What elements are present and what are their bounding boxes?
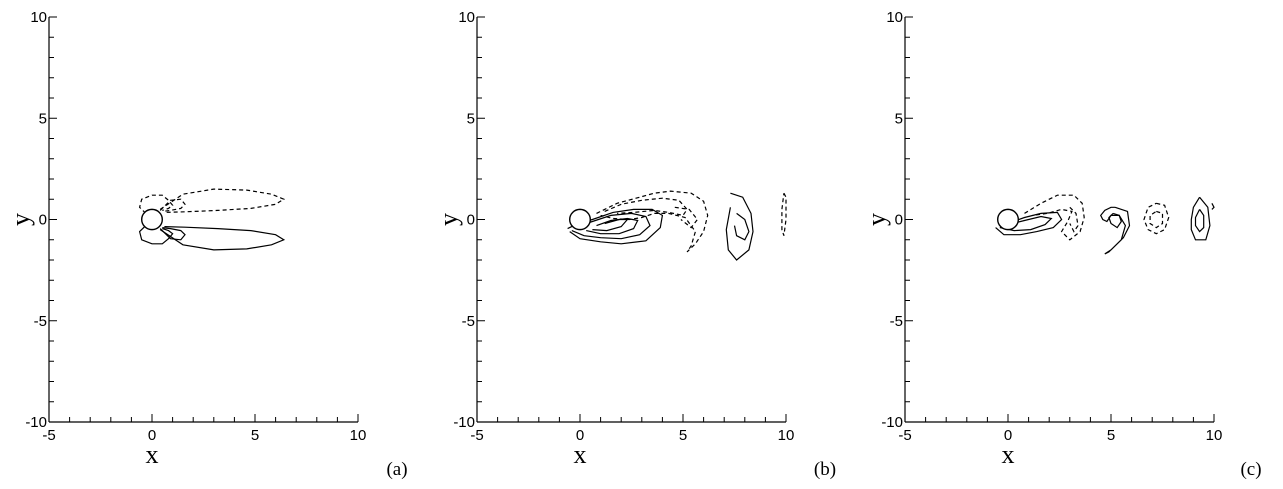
positive-contour-line — [1194, 209, 1205, 233]
x-axis-title: x — [1002, 440, 1015, 469]
x-tick-label: 5 — [1107, 427, 1115, 444]
negative-contour-line — [604, 197, 688, 217]
positive-contour-line — [1190, 196, 1211, 241]
y-tick-label: -5 — [890, 313, 903, 330]
x-axis-title: x — [574, 440, 587, 469]
x-tick-label: 0 — [148, 427, 156, 444]
positive-contour-line — [725, 192, 754, 261]
positive-contour-line — [567, 208, 664, 245]
y-tick-label: -10 — [25, 414, 47, 431]
positive-contour-line — [1108, 212, 1122, 229]
x-tick-label: 0 — [1004, 427, 1012, 444]
y-tick-label: 10 — [30, 9, 47, 26]
y-axis-title: y — [434, 213, 463, 226]
x-tick-label: 10 — [1206, 427, 1223, 444]
positive-contour-line — [995, 211, 1063, 236]
negative-contour-line — [1149, 210, 1164, 229]
negative-contour-line — [1069, 206, 1079, 233]
negative-contour-line — [138, 194, 174, 214]
y-tick-label: 0 — [467, 212, 475, 229]
chart-panel-c: -5 0 5 10 -10 -5 0 5 10 x y (c) — [856, 0, 1283, 489]
y-tick-label: -10 — [453, 414, 475, 431]
positive-contour-line — [159, 226, 286, 251]
positive-contour-line — [1211, 203, 1215, 210]
panel-label: (b) — [814, 459, 836, 480]
positive-contour-line — [999, 215, 1053, 232]
y-tick-label: 5 — [39, 110, 47, 127]
y-tick-label: 5 — [467, 110, 475, 127]
y-tick-label: 0 — [39, 212, 47, 229]
negative-contour-line — [781, 192, 787, 236]
negative-contour-line — [1143, 202, 1170, 235]
chart-panel-a: -5 0 5 10 -10 -5 0 5 10 x y (a) — [0, 0, 428, 489]
negative-contour-line — [674, 206, 699, 229]
y-tick-label: -10 — [881, 414, 903, 431]
x-tick-label: 0 — [576, 427, 584, 444]
positive-contour-line — [1099, 206, 1131, 255]
y-axis-title: y — [862, 213, 891, 226]
y-tick-label: -5 — [34, 313, 47, 330]
y-axis-title: y — [6, 213, 35, 226]
y-tick-label: 10 — [886, 9, 903, 26]
negative-contour-line — [159, 188, 286, 213]
y-tick-label: 5 — [895, 110, 903, 127]
x-tick-label: 5 — [251, 427, 259, 444]
x-tick-label: 10 — [778, 427, 795, 444]
x-tick-label: -5 — [898, 427, 911, 444]
y-tick-label: -5 — [462, 313, 475, 330]
cylinder-body — [996, 208, 1019, 231]
y-tick-label: 0 — [895, 212, 903, 229]
x-tick-label: 10 — [350, 427, 367, 444]
panel-label: (a) — [386, 459, 407, 480]
positive-contour-line — [592, 218, 629, 232]
negative-contour-line — [596, 190, 709, 253]
x-axis-title: x — [146, 440, 159, 469]
positive-contour-line — [159, 227, 186, 241]
positive-contour-line — [571, 212, 651, 240]
cylinder-body — [140, 208, 163, 231]
negative-contour-line — [1024, 194, 1085, 241]
panel-label: (c) — [1240, 459, 1261, 480]
y-tick-label: 10 — [458, 9, 475, 26]
positive-contour-line — [138, 225, 174, 245]
x-tick-label: -5 — [42, 427, 55, 444]
chart-panel-b: -5 0 5 10 -10 -5 0 5 10 x y (b) — [428, 0, 856, 489]
positive-contour-line — [733, 212, 750, 241]
positive-contour-line — [586, 217, 639, 235]
x-tick-label: -5 — [470, 427, 483, 444]
negative-contour-line — [159, 198, 186, 212]
cylinder-body — [568, 208, 591, 231]
x-tick-label: 5 — [679, 427, 687, 444]
